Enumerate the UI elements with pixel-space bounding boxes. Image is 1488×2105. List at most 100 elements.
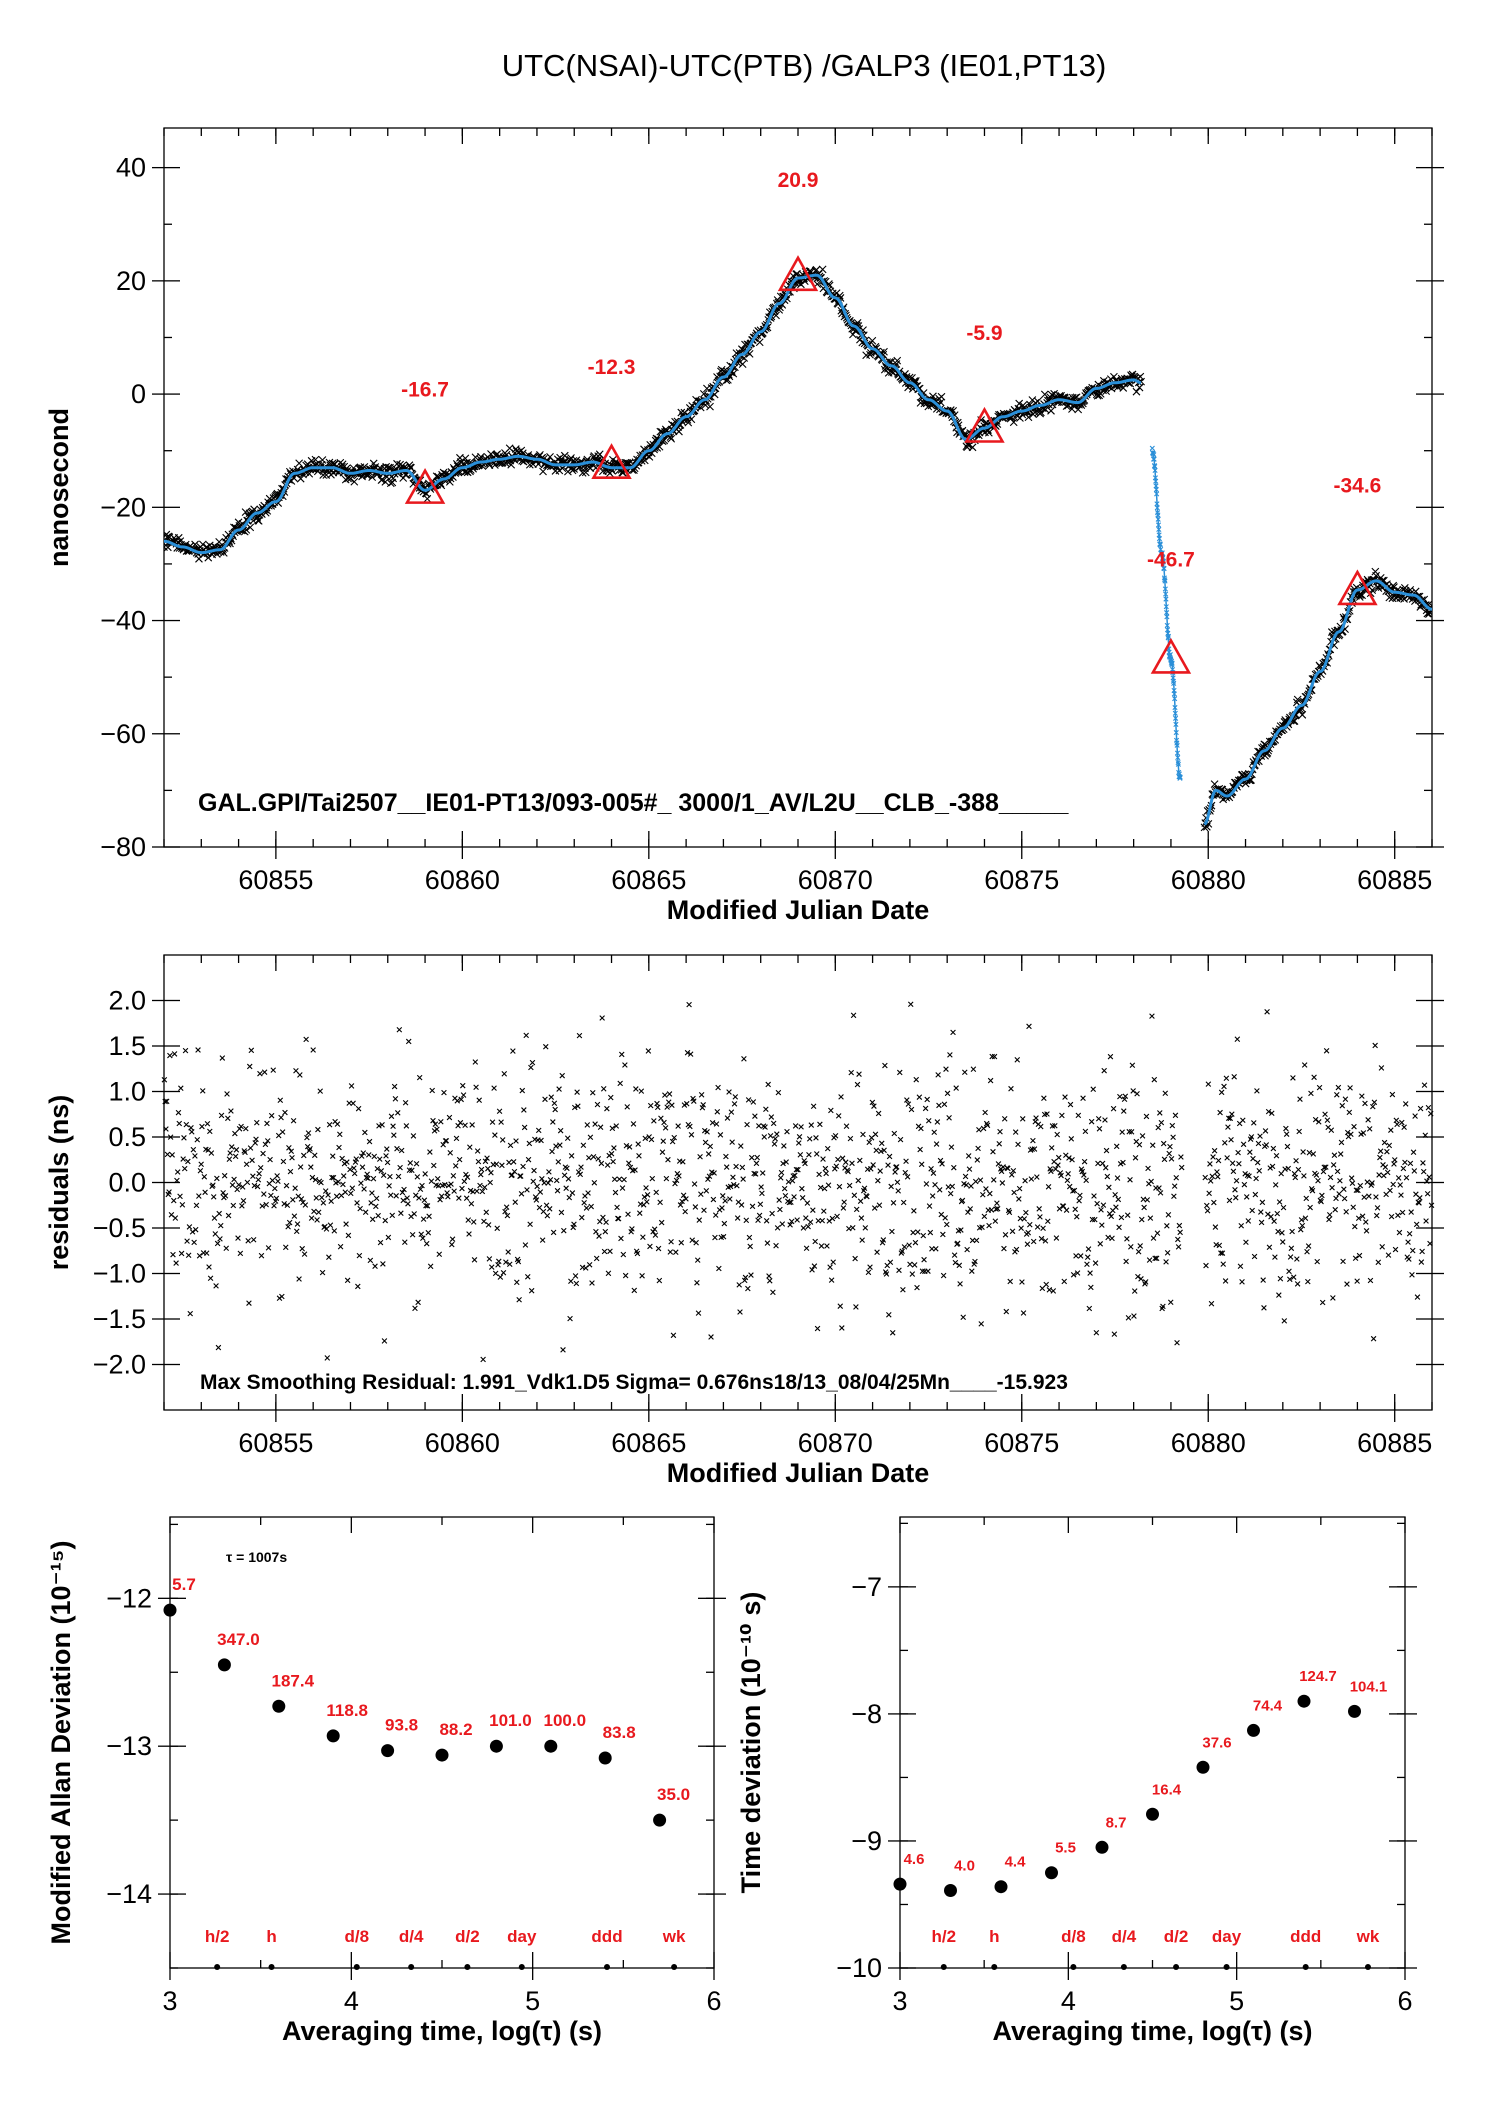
residual-point — [599, 1015, 605, 1021]
residual-point — [647, 1102, 654, 1109]
residual-point — [1232, 1187, 1238, 1193]
residual-point — [384, 1146, 390, 1152]
residual-point — [1256, 1168, 1263, 1174]
residual-point — [449, 1241, 455, 1248]
residual-point — [1417, 1105, 1424, 1112]
residual-point — [1054, 1131, 1060, 1138]
residual-point — [976, 1126, 982, 1133]
plot-frame — [899, 1516, 1406, 1969]
x-tick-label: 5 — [525, 1986, 540, 2016]
residual-point — [994, 1205, 1001, 1212]
residual-point — [958, 1227, 964, 1233]
residual-point — [370, 1175, 377, 1182]
residual-point — [250, 1173, 256, 1180]
residual-point — [819, 1217, 826, 1224]
residual-point — [1075, 1112, 1082, 1119]
residual-point — [1347, 1085, 1353, 1091]
residual-point — [1232, 1194, 1239, 1201]
residual-point — [936, 1187, 943, 1193]
residual-point — [1406, 1256, 1412, 1262]
residual-point — [590, 1154, 597, 1160]
residual-point — [807, 1219, 814, 1225]
residual-point — [1111, 1331, 1118, 1337]
residual-point — [1308, 1090, 1314, 1097]
residual-point — [912, 1239, 919, 1246]
residual-point — [402, 1099, 409, 1106]
residual-point — [781, 1185, 788, 1192]
residual-point — [499, 1162, 505, 1169]
residual-point — [705, 1151, 712, 1157]
data-point — [1016, 414, 1024, 422]
residual-point — [1123, 1258, 1129, 1265]
residual-point — [1340, 1258, 1346, 1265]
residual-point — [1019, 1279, 1025, 1285]
residual-point — [1070, 1271, 1077, 1278]
residual-point — [386, 1183, 392, 1189]
residual-point — [1336, 1191, 1342, 1197]
residual-point — [778, 1169, 785, 1176]
residual-point — [518, 1191, 525, 1197]
residual-point — [1425, 1104, 1432, 1111]
residual-point — [166, 1189, 172, 1195]
residual-point — [825, 1182, 832, 1188]
residual-point — [244, 1179, 251, 1186]
residual-point — [792, 1172, 798, 1179]
marker-value-label: -46.7 — [1147, 548, 1195, 571]
residual-point — [593, 1228, 599, 1235]
data-point — [1264, 746, 1273, 755]
residual-point — [172, 1215, 179, 1221]
residual-point — [214, 1175, 220, 1182]
point-value-label: 100.0 — [544, 1711, 587, 1730]
residual-point — [733, 1163, 739, 1170]
residual-point — [182, 1047, 189, 1054]
residual-point — [1365, 1117, 1371, 1123]
residual-point — [416, 1195, 422, 1201]
residual-point — [764, 1240, 771, 1246]
residual-point — [756, 1212, 763, 1219]
x-tick-label: 60875 — [984, 1428, 1059, 1458]
residual-point — [687, 1123, 693, 1130]
residual-point — [679, 1198, 685, 1205]
residual-point — [1215, 1157, 1222, 1164]
residual-point — [1176, 1222, 1183, 1229]
residual-point — [1421, 1082, 1428, 1088]
residual-point — [784, 1128, 790, 1135]
residual-point — [903, 1158, 909, 1165]
residual-point — [1301, 1062, 1308, 1068]
residual-point — [1088, 1284, 1094, 1291]
residual-point — [1363, 1228, 1370, 1234]
residual-point — [1241, 1181, 1248, 1188]
residual-point — [633, 1086, 639, 1092]
residual-point — [430, 1162, 437, 1169]
residual-point — [700, 1102, 706, 1108]
residual-point — [758, 1184, 764, 1190]
residual-point — [253, 1136, 259, 1143]
residual-point — [1289, 1228, 1295, 1235]
residual-point — [428, 1178, 435, 1184]
time-marker-dot — [1223, 1964, 1230, 1970]
residual-point — [1034, 1224, 1041, 1230]
point-value-label: 118.8 — [326, 1701, 368, 1720]
residual-point — [1409, 1272, 1415, 1278]
residual-point — [279, 1129, 286, 1135]
residual-point — [1228, 1136, 1234, 1143]
residual-point — [491, 1085, 497, 1091]
residual-point — [1239, 1279, 1245, 1285]
residual-point — [921, 1256, 927, 1263]
residual-point — [539, 1237, 546, 1243]
residual-point — [618, 1235, 624, 1242]
residual-point — [534, 1183, 540, 1190]
residual-point — [996, 1141, 1003, 1147]
residual-point — [899, 1248, 905, 1254]
residual-point — [1323, 1164, 1329, 1170]
residual-point — [170, 1197, 177, 1204]
residual-point — [394, 1110, 401, 1116]
data-point — [435, 1748, 449, 1762]
residual-point — [1138, 1276, 1144, 1282]
residual-point — [613, 1123, 620, 1129]
residual-point — [312, 1176, 319, 1183]
residual-point — [1003, 1308, 1010, 1315]
residual-point — [922, 1105, 929, 1112]
